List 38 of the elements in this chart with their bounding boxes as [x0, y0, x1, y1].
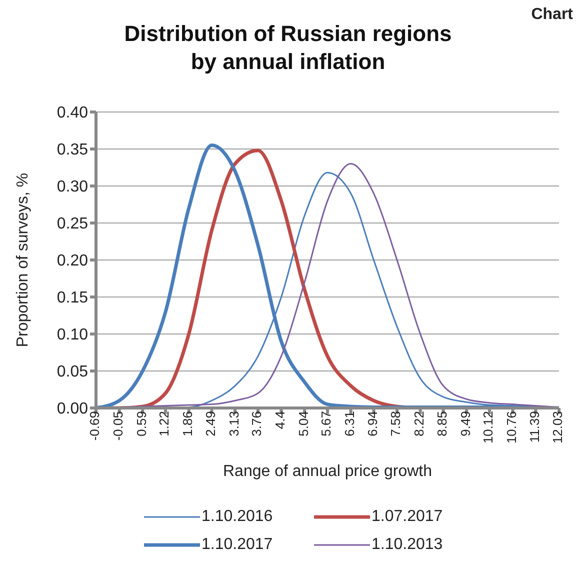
x-tick-label: 9.49 — [458, 411, 473, 436]
x-tick-label: 7.58 — [388, 411, 404, 436]
x-tick-label: -0.05 — [110, 411, 126, 441]
text: Chart — [531, 6, 573, 24]
y-tick-label: 0.15 — [56, 290, 88, 307]
y-tick-label: 0.30 — [56, 178, 88, 196]
x-tick-label: 10.12 — [480, 411, 496, 444]
x-tick-label: 4.4 — [272, 411, 288, 430]
x-tick-label: 5.04 — [296, 411, 311, 436]
legend-label: 1.10.2016 — [202, 508, 273, 526]
x-tick-label: 12.03 — [550, 411, 566, 444]
x-tick-label: 8.22 — [412, 411, 427, 436]
x-tick-label: 1.22 — [156, 411, 172, 436]
x-tick-label: -0.69 — [87, 411, 102, 441]
x-tick-label: 8.85 — [434, 411, 450, 436]
x-tick-label: 1.86 — [180, 411, 196, 436]
x-tick-label: 3.13 — [226, 411, 242, 436]
y-tick-label: 0.20 — [56, 252, 88, 270]
x-tick-label: 10.76 — [504, 411, 520, 444]
y-tick-label: 0.05 — [56, 364, 88, 381]
y-tick-label: 0.00 — [56, 400, 88, 418]
legend-label: 1.10.2013 — [372, 536, 443, 554]
x-tick-label: 5.67 — [318, 411, 334, 436]
x-tick-label: 0.59 — [134, 411, 149, 436]
y-tick-label: 0.35 — [56, 142, 88, 159]
y-tick-label: 0.10 — [56, 326, 88, 344]
x-tick-label: 6.94 — [364, 411, 380, 436]
y-axis-title: Proportion of surveys, % — [14, 172, 32, 348]
x-axis-title: Range of annual price growth — [222, 463, 432, 480]
legend-label: 1.10.2017 — [202, 536, 273, 554]
y-tick-label: 0.40 — [56, 104, 88, 122]
x-tick-label: 11.39 — [526, 411, 542, 443]
x-tick-label: 3.76 — [249, 411, 264, 436]
x-tick-label: 6.31 — [342, 411, 358, 436]
legend-label: 1.07.2017 — [372, 508, 443, 526]
y-tick-label: 0.25 — [56, 216, 88, 233]
chart-title: Distribution of Russian regions by annual inflation — [123, 21, 453, 76]
x-tick-label: 2.49 — [202, 411, 218, 436]
